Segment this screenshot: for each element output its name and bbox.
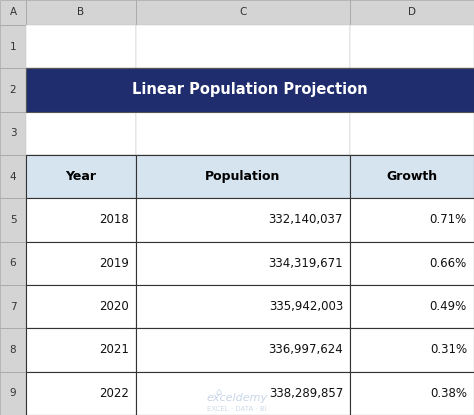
- Text: 2: 2: [10, 85, 16, 95]
- Bar: [350, 328, 474, 372]
- Bar: [350, 155, 474, 198]
- Text: 0.31%: 0.31%: [430, 344, 467, 356]
- Bar: [350, 372, 474, 415]
- Bar: [136, 198, 350, 242]
- Text: 7: 7: [10, 302, 16, 312]
- Bar: [350, 285, 474, 328]
- Bar: [26, 372, 136, 415]
- Text: 335,942,003: 335,942,003: [269, 300, 343, 313]
- Bar: [136, 242, 350, 285]
- Text: 9: 9: [10, 388, 16, 398]
- Text: 8: 8: [10, 345, 16, 355]
- Bar: [350, 328, 474, 372]
- Bar: [350, 25, 474, 68]
- Text: 2022: 2022: [99, 387, 129, 400]
- Bar: [136, 372, 350, 415]
- Text: Linear Population Projection: Linear Population Projection: [132, 83, 368, 98]
- Bar: [350, 242, 474, 285]
- Text: ⌂: ⌂: [215, 387, 221, 397]
- Bar: [350, 198, 474, 242]
- Text: 0.49%: 0.49%: [429, 300, 467, 313]
- Bar: [0, 25, 26, 68]
- Text: 2018: 2018: [99, 213, 129, 227]
- Text: A: A: [9, 7, 17, 17]
- Bar: [350, 198, 474, 242]
- Bar: [350, 285, 474, 328]
- Bar: [136, 242, 350, 285]
- Text: 1: 1: [10, 42, 16, 51]
- Text: D: D: [408, 7, 416, 17]
- Text: 334,319,671: 334,319,671: [268, 257, 343, 270]
- Text: 2019: 2019: [99, 257, 129, 270]
- Text: 4: 4: [10, 172, 16, 182]
- Text: Year: Year: [65, 170, 97, 183]
- Text: 332,140,037: 332,140,037: [269, 213, 343, 227]
- Bar: [26, 242, 136, 285]
- Bar: [136, 155, 350, 198]
- Bar: [26, 155, 136, 198]
- Bar: [26, 68, 136, 112]
- Bar: [350, 242, 474, 285]
- Bar: [136, 328, 350, 372]
- Bar: [350, 0, 474, 25]
- Bar: [26, 372, 136, 415]
- Bar: [350, 372, 474, 415]
- Bar: [136, 198, 350, 242]
- Text: C: C: [239, 7, 246, 17]
- Text: Growth: Growth: [386, 170, 438, 183]
- Text: 2020: 2020: [99, 300, 129, 313]
- Bar: [26, 328, 136, 372]
- Bar: [0, 0, 26, 25]
- Bar: [136, 285, 350, 328]
- Bar: [136, 68, 350, 112]
- Text: 3: 3: [10, 128, 16, 138]
- Bar: [0, 68, 26, 112]
- Bar: [136, 155, 350, 198]
- Bar: [136, 372, 350, 415]
- Bar: [26, 285, 136, 328]
- Bar: [0, 285, 26, 328]
- Text: 0.38%: 0.38%: [430, 387, 467, 400]
- Text: 338,289,857: 338,289,857: [269, 387, 343, 400]
- Bar: [0, 112, 26, 155]
- Bar: [136, 285, 350, 328]
- Text: 6: 6: [10, 258, 16, 268]
- Text: 5: 5: [10, 215, 16, 225]
- Text: 336,997,624: 336,997,624: [268, 344, 343, 356]
- Text: 2021: 2021: [99, 344, 129, 356]
- Bar: [0, 372, 26, 415]
- Bar: [26, 242, 136, 285]
- Text: B: B: [77, 7, 84, 17]
- Text: 0.71%: 0.71%: [429, 213, 467, 227]
- Bar: [136, 112, 350, 155]
- Bar: [0, 328, 26, 372]
- Bar: [350, 155, 474, 198]
- Bar: [26, 155, 136, 198]
- Text: Population: Population: [205, 170, 281, 183]
- Bar: [136, 328, 350, 372]
- Bar: [26, 328, 136, 372]
- Text: exceldemy: exceldemy: [207, 393, 267, 403]
- Bar: [136, 0, 350, 25]
- Bar: [26, 68, 474, 112]
- Bar: [136, 25, 350, 68]
- Bar: [26, 198, 136, 242]
- Bar: [26, 285, 136, 328]
- Bar: [0, 155, 26, 198]
- Bar: [26, 198, 136, 242]
- Bar: [26, 0, 136, 25]
- Bar: [26, 25, 136, 68]
- Bar: [350, 68, 474, 112]
- Text: EXCEL · DATA · BI: EXCEL · DATA · BI: [207, 406, 267, 412]
- Bar: [26, 112, 136, 155]
- Text: 0.66%: 0.66%: [429, 257, 467, 270]
- Bar: [0, 198, 26, 242]
- Bar: [0, 242, 26, 285]
- Bar: [350, 112, 474, 155]
